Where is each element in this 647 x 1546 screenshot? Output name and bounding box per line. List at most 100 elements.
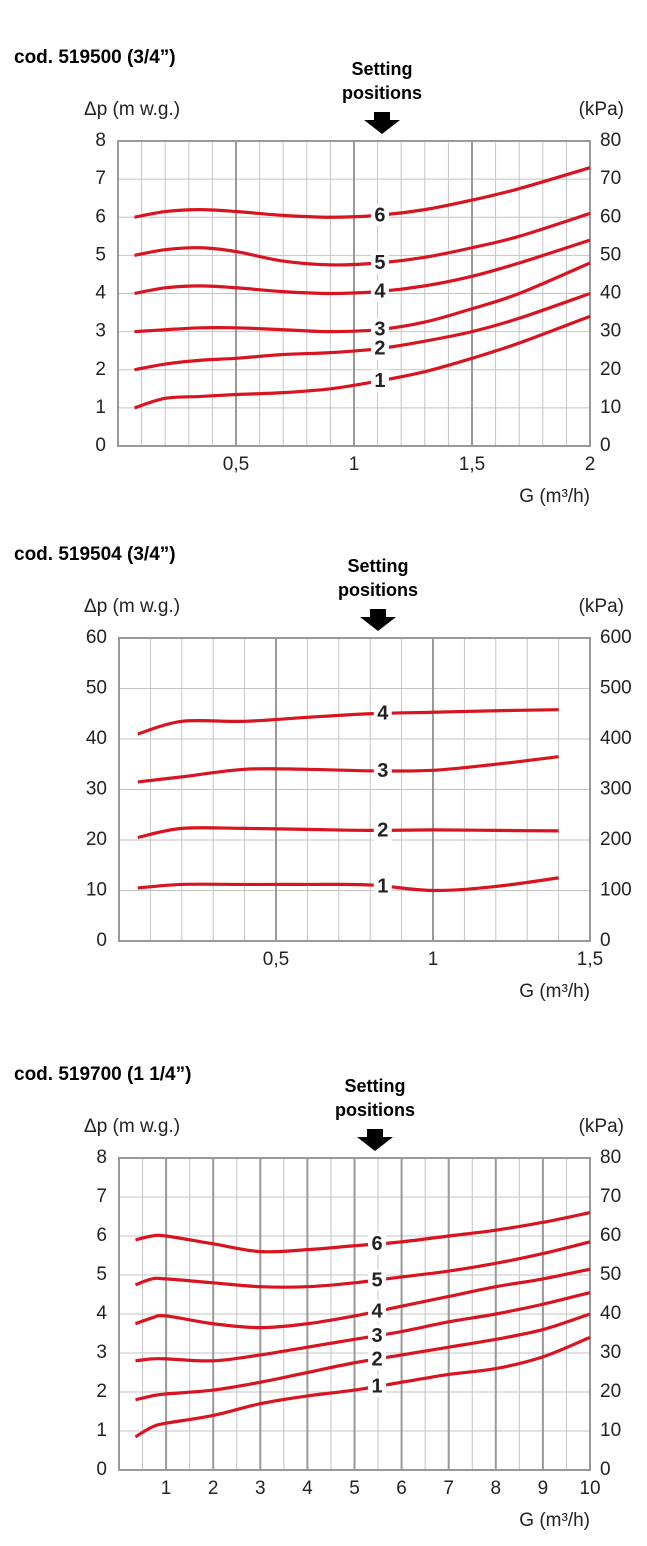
y2-tick-label: 10 xyxy=(600,397,621,418)
series-label: 6 xyxy=(372,1233,383,1255)
y-tick-label: 8 xyxy=(95,130,106,151)
curve xyxy=(137,876,559,893)
curve xyxy=(135,1211,591,1254)
x-tick-label: 0,5 xyxy=(223,454,249,475)
x-tick-label: 10 xyxy=(579,1478,600,1499)
x-axis-label: G (m³/h) xyxy=(519,486,590,507)
y-tick-label: 50 xyxy=(86,678,107,699)
arrow xyxy=(360,609,396,631)
label-bg xyxy=(368,1348,387,1371)
x-axis-label: G (m³/h) xyxy=(519,1510,590,1531)
label-bg xyxy=(370,204,389,227)
x-tick-label: 4 xyxy=(302,1478,313,1499)
curve xyxy=(134,314,591,410)
y-axis-label: Δp (m w.g.) xyxy=(84,99,180,120)
series-label: 1 xyxy=(374,370,385,392)
label-bg xyxy=(373,759,392,782)
y-tick-label: 7 xyxy=(96,1186,107,1207)
series-label: 4 xyxy=(372,1301,384,1323)
y-tick-label: 4 xyxy=(96,1303,107,1324)
chart-title: cod. 519700 (1 1/4”) xyxy=(14,1064,191,1085)
x-tick-label: 1 xyxy=(428,949,439,970)
label-bg xyxy=(370,280,389,303)
y-tick-label: 4 xyxy=(95,283,106,304)
y-tick-label: 2 xyxy=(95,359,106,380)
y-tick-label: 0 xyxy=(96,930,107,951)
curve xyxy=(134,1240,591,1289)
y2-tick-label: 400 xyxy=(600,728,632,749)
y-tick-label: 40 xyxy=(86,728,107,749)
curve xyxy=(137,708,559,736)
x-tick-label: 0,5 xyxy=(263,949,289,970)
label-bg xyxy=(370,251,389,274)
label-bg xyxy=(370,337,389,360)
label-bg xyxy=(368,1268,387,1291)
y2-tick-label: 40 xyxy=(600,283,621,304)
y2-axis-label: (kPa) xyxy=(579,99,624,120)
y-axis-label: Δp (m w.g.) xyxy=(84,1116,180,1137)
y2-tick-label: 100 xyxy=(600,880,632,901)
label-bg xyxy=(373,702,392,725)
curve xyxy=(137,826,559,840)
y-tick-label: 6 xyxy=(95,206,106,227)
curve xyxy=(134,238,591,296)
curve xyxy=(134,166,591,219)
y-tick-label: 30 xyxy=(86,779,107,800)
y-tick-label: 7 xyxy=(95,168,106,189)
y2-tick-label: 30 xyxy=(600,1342,621,1363)
y2-tick-label: 50 xyxy=(600,1264,621,1285)
label-bg xyxy=(368,1300,387,1323)
y-tick-label: 8 xyxy=(96,1147,107,1168)
y2-axis-label: (kPa) xyxy=(579,1116,624,1137)
y2-tick-label: 30 xyxy=(600,321,621,342)
series-label: 6 xyxy=(374,204,385,226)
curve xyxy=(134,291,591,372)
x-tick-label: 2 xyxy=(585,454,596,475)
series-label: 3 xyxy=(374,319,385,341)
y2-tick-label: 40 xyxy=(600,1303,621,1324)
x-tick-label: 6 xyxy=(396,1478,407,1499)
x-tick-label: 9 xyxy=(538,1478,549,1499)
annotation: Setting positions xyxy=(342,59,422,103)
series-label: 5 xyxy=(372,1269,383,1291)
series-label: 3 xyxy=(372,1325,383,1347)
series-label: 2 xyxy=(374,338,385,360)
series-label: 3 xyxy=(377,760,388,782)
y2-tick-label: 80 xyxy=(600,1147,621,1168)
series-label: 1 xyxy=(377,875,388,897)
y-tick-label: 6 xyxy=(96,1225,107,1246)
series-label: 4 xyxy=(377,703,389,725)
label-bg xyxy=(368,1232,387,1255)
series-label: 2 xyxy=(377,820,388,842)
x-tick-label: 5 xyxy=(349,1478,360,1499)
label-bg xyxy=(370,369,389,392)
y2-axis-label: (kPa) xyxy=(579,596,624,617)
arrow xyxy=(357,1129,393,1151)
x-tick-label: 3 xyxy=(255,1478,266,1499)
arrow xyxy=(364,112,400,134)
curve xyxy=(134,1267,591,1330)
x-tick-label: 1,5 xyxy=(459,454,485,475)
y2-tick-label: 80 xyxy=(600,130,621,151)
y-axis-label: Δp (m w.g.) xyxy=(84,596,180,617)
y2-tick-label: 0 xyxy=(600,930,611,951)
annotation: Setting positions xyxy=(335,1076,415,1120)
curve xyxy=(134,1335,591,1439)
y2-tick-label: 0 xyxy=(600,1459,611,1480)
label-bg xyxy=(368,1375,387,1398)
y-tick-label: 1 xyxy=(96,1420,107,1441)
annotation: Setting positions xyxy=(338,556,418,600)
y-tick-label: 1 xyxy=(95,397,106,418)
series-label: 1 xyxy=(372,1376,383,1398)
y2-tick-label: 200 xyxy=(600,829,632,850)
series-label: 5 xyxy=(374,252,385,274)
y2-tick-label: 70 xyxy=(600,1186,621,1207)
chart-title: cod. 519504 (3/4”) xyxy=(14,544,176,565)
x-tick-label: 2 xyxy=(208,1478,219,1499)
series-label: 2 xyxy=(372,1348,383,1370)
y-tick-label: 5 xyxy=(96,1264,107,1285)
y-tick-label: 5 xyxy=(95,244,106,265)
y-tick-label: 20 xyxy=(86,829,107,850)
curve xyxy=(135,1290,591,1363)
